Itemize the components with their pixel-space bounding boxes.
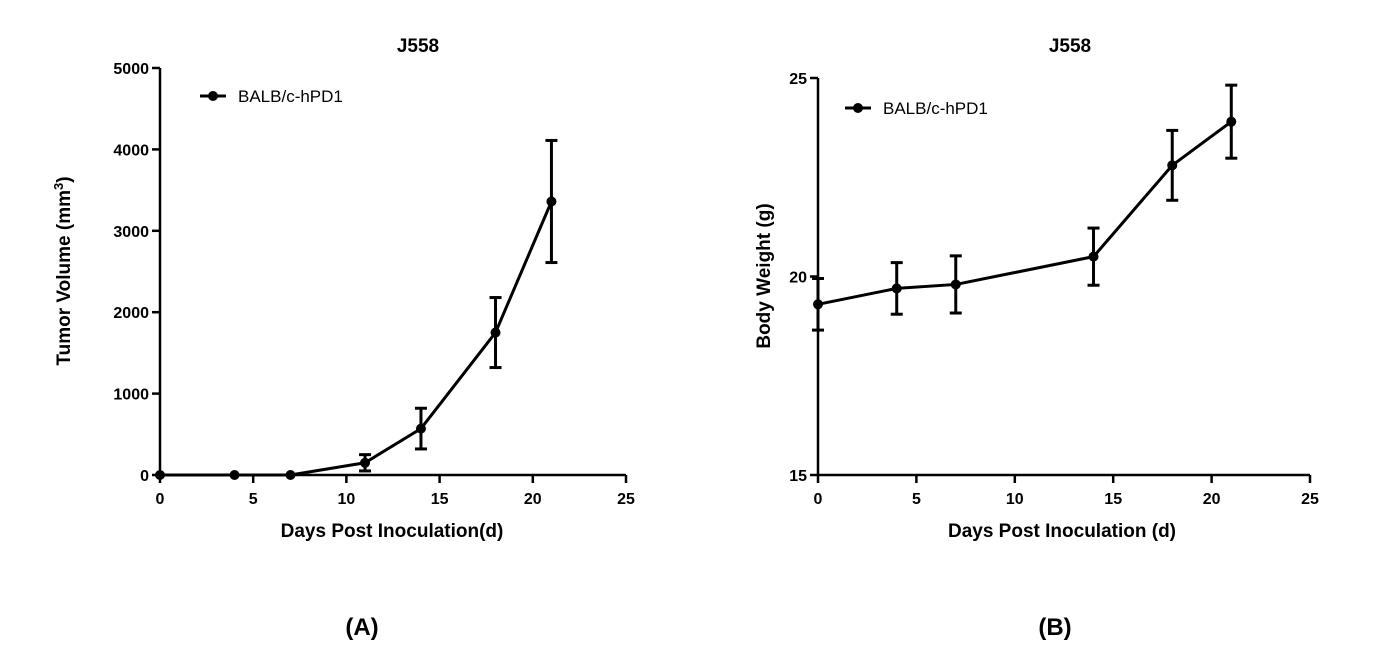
chart-a-ytick-label: 0 [140,468,149,485]
chart-a-data-point [360,457,371,468]
chart-b-xtick-label: 10 [1006,491,1024,508]
chart-b-legend-marker [853,103,863,113]
chart-a-ytick-label: 4000 [113,142,149,159]
chart-b-legend-label: BALB/c-hPD1 [883,99,988,118]
chart-a-series-line [160,200,553,477]
chart-b-xtick-label: 5 [912,491,921,508]
chart-b-data-point [891,283,902,294]
chart-b: J558 Body Weight (g) Days Post Inoculati… [754,36,1319,641]
chart-b-ytick-label: 20 [789,270,807,287]
chart-b-panel-label: (B) [1038,614,1071,641]
chart-a-data-point [155,470,165,480]
chart-a-legend-marker [208,91,218,101]
chart-b-ytick-label: 15 [789,468,807,485]
chart-a-data-point [490,327,501,338]
chart-b-xlabel: Days Post Inoculation (d) [948,521,1176,542]
chart-a-xtick-label: 25 [617,491,635,508]
chart-a: J558 Tumor Volume (mm3) Days Post Inocul… [51,36,636,641]
chart-a-legend: BALB/c-hPD1 [200,87,343,106]
chart-b-xtick-label: 15 [1104,491,1122,508]
chart-b-ytick-label: 25 [789,71,807,88]
chart-b-title: J558 [1049,36,1091,57]
chart-a-data-point [415,423,426,434]
chart-a-xlabel: Days Post Inoculation(d) [281,521,504,542]
chart-a-ytick-label: 2000 [113,305,149,322]
chart-a-legend-label: BALB/c-hPD1 [238,87,343,106]
chart-a-xtick-label: 20 [524,491,542,508]
chart-b-xtick-label: 20 [1203,491,1221,508]
chart-a-plot: 0 1000 2000 3000 4000 5000 0 5 10 15 20 25 BALB/c-hP… [113,61,635,508]
chart-a-data-point [229,470,240,480]
chart-b-series-line [817,120,1233,306]
chart-b-data-point [1088,251,1099,262]
chart-a-ylabel: Tumor Volume (mm3) [51,176,76,365]
chart-b-data-point [950,279,961,290]
chart-b-xtick-label: 25 [1301,491,1319,508]
svg-text:Tumor Volume (mm3): Tumor Volume (mm3) [51,176,76,365]
chart-a-ytick-label: 1000 [113,387,149,404]
chart-a-xtick-label: 15 [431,491,449,508]
chart-a-ytick-label: 5000 [113,61,149,78]
chart-b-legend: BALB/c-hPD1 [845,99,988,118]
chart-b-plot: 15 20 25 0 5 10 15 20 25 BALB/c-hPD1 [789,71,1319,508]
chart-a-data-point [546,196,557,207]
chart-a-xtick-label: 5 [249,491,258,508]
chart-b-ylabel: Body Weight (g) [754,203,775,348]
chart-b-data-point [1226,116,1237,127]
chart-b-data-point [1167,160,1178,171]
chart-b-data-point [813,299,823,310]
chart-a-ylabel-close: ) [54,176,75,182]
chart-a-ytick-label: 3000 [113,224,149,241]
chart-a-xtick-label: 10 [338,491,356,508]
chart-a-ylabel-sup: 3 [51,183,66,190]
chart-a-title: J558 [397,36,439,57]
chart-a-data-point [285,470,296,480]
chart-b-xtick-label: 0 [814,491,823,508]
chart-a-ylabel-text: Tumor Volume (mm [54,190,75,366]
chart-a-panel-label: (A) [345,614,378,641]
chart-a-xtick-label: 0 [156,491,165,508]
